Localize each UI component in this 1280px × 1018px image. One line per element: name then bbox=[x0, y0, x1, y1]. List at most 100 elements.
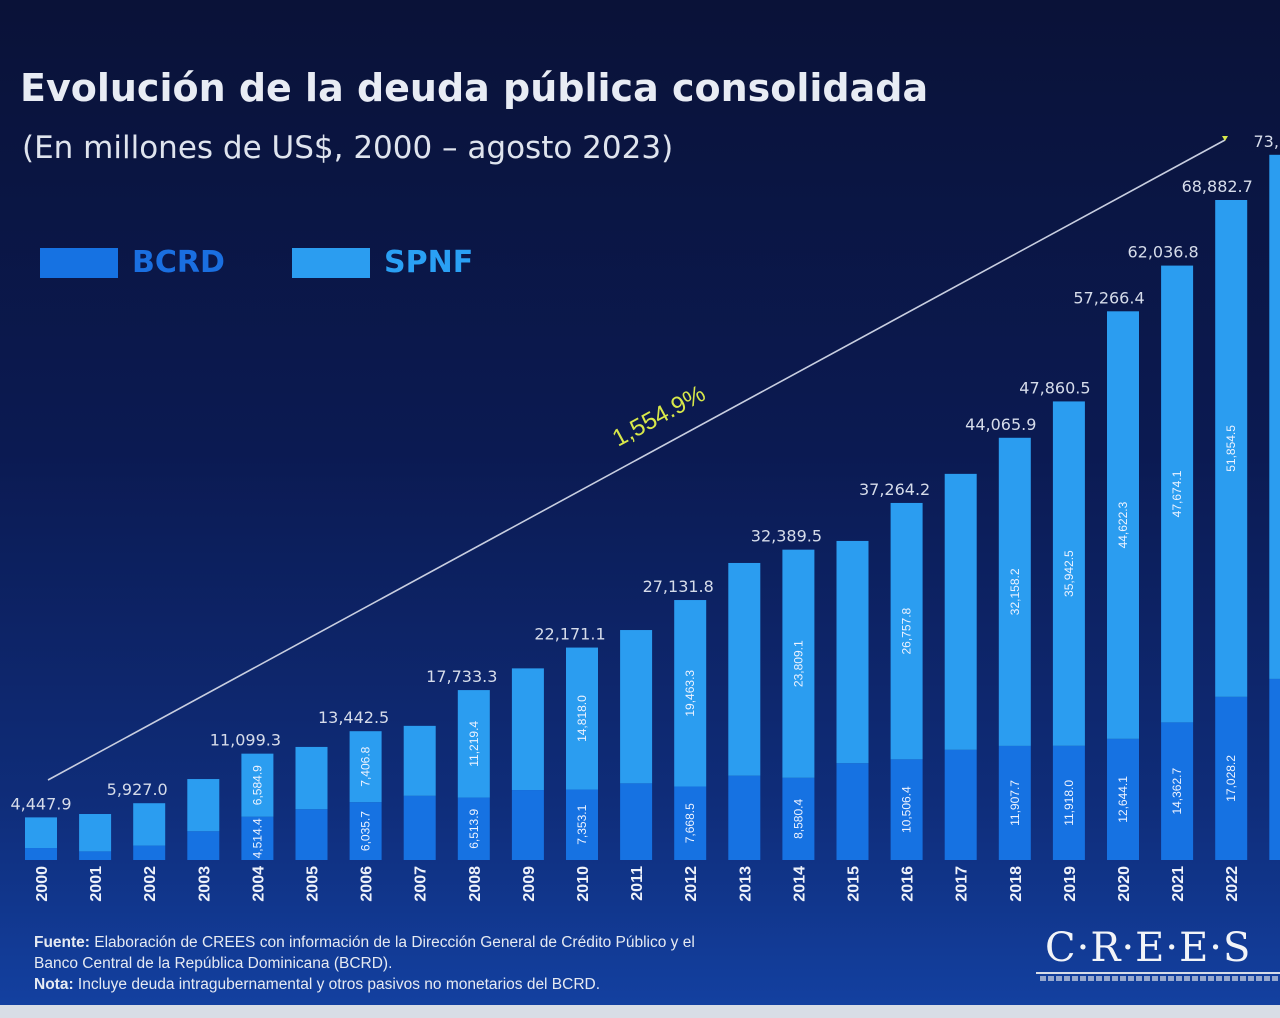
bar-spnf-2016 bbox=[890, 502, 923, 760]
segment-label-bcrd-2019: 11,918.0 bbox=[1062, 780, 1076, 826]
bar-spnf-2012 bbox=[674, 600, 707, 787]
x-tick-2019: 2019 bbox=[1062, 866, 1079, 902]
crees-logo: C·R·E·E·S bbox=[1045, 925, 1252, 971]
bar-bcrd-2008 bbox=[457, 797, 490, 860]
bar-bcrd-2011 bbox=[620, 783, 653, 860]
bar-bcrd-2021 bbox=[1161, 722, 1194, 860]
bar-bcrd-2023 bbox=[1269, 678, 1280, 860]
total-label-2012: 27,131.8 bbox=[643, 577, 714, 596]
bar-bcrd-2015 bbox=[836, 763, 869, 860]
x-tick-2000: 2000 bbox=[34, 866, 51, 902]
segment-label-bcrd-2014: 8,580.4 bbox=[791, 799, 805, 839]
x-tick-2003: 2003 bbox=[196, 866, 213, 902]
bar-spnf-2023 bbox=[1269, 154, 1280, 679]
segment-label-bcrd-2010: 7,353.1 bbox=[575, 804, 589, 844]
total-label-2020: 57,266.4 bbox=[1073, 288, 1144, 307]
x-tick-2009: 2009 bbox=[521, 866, 538, 902]
total-label-2000: 4,447.9 bbox=[10, 794, 71, 813]
x-tick-2014: 2014 bbox=[791, 866, 808, 902]
bar-spnf-2009 bbox=[511, 668, 544, 791]
legend-label-bcrd: BCRD bbox=[132, 245, 225, 280]
bar-bcrd-2009 bbox=[511, 790, 544, 860]
bar-spnf-2010 bbox=[566, 647, 598, 790]
total-label-2016: 37,264.2 bbox=[859, 480, 930, 499]
bar-spnf-2020 bbox=[1107, 311, 1139, 739]
bar-spnf-2014 bbox=[782, 549, 815, 778]
legend-swatch-spnf bbox=[292, 247, 370, 278]
total-label-2022: 68,882.7 bbox=[1182, 177, 1253, 196]
total-label-2006: 13,442.5 bbox=[318, 708, 389, 727]
x-tick-2020: 2020 bbox=[1116, 866, 1133, 902]
source-text: Elaboración de CREES con información de … bbox=[89, 934, 695, 951]
segment-label-spnf-2014: 23,809.1 bbox=[791, 640, 805, 687]
trend-annotation: 1,554.9% bbox=[608, 380, 710, 452]
x-tick-2013: 2013 bbox=[737, 866, 754, 902]
total-label-2014: 32,389.5 bbox=[751, 527, 822, 546]
bar-bcrd-2016 bbox=[890, 759, 923, 860]
bar-bcrd-2019 bbox=[1052, 745, 1085, 860]
legend-label-spnf: SPNF bbox=[384, 245, 474, 280]
bar-bcrd-2022 bbox=[1215, 696, 1248, 860]
segment-label-spnf-2012: 19,463.3 bbox=[683, 670, 697, 717]
segment-label-spnf-2020: 44,622.3 bbox=[1116, 501, 1130, 548]
bar-bcrd-2010 bbox=[566, 789, 598, 860]
x-tick-2021: 2021 bbox=[1170, 866, 1187, 902]
bar-spnf-2011 bbox=[620, 630, 653, 784]
bar-spnf-2015 bbox=[836, 540, 869, 764]
total-label-2019: 47,860.5 bbox=[1019, 378, 1090, 397]
segment-label-bcrd-2016: 10,506.4 bbox=[900, 786, 914, 833]
segment-label-bcrd-2004: 4,514.4 bbox=[250, 818, 264, 858]
segment-label-spnf-2010: 14,818.0 bbox=[575, 695, 589, 742]
x-tick-2023: 2023 bbox=[1278, 866, 1280, 902]
segment-label-spnf-2016: 26,757.8 bbox=[900, 607, 914, 654]
bar-bcrd-2004 bbox=[241, 816, 274, 860]
x-tick-2007: 2007 bbox=[413, 866, 430, 902]
x-tick-2008: 2008 bbox=[467, 866, 484, 902]
bar-spnf-2008 bbox=[457, 690, 490, 798]
total-label-2008: 17,733.3 bbox=[426, 667, 497, 686]
segment-label-spnf-2021: 47,674.1 bbox=[1170, 470, 1184, 517]
bar-bcrd-2005 bbox=[295, 809, 328, 860]
x-tick-2005: 2005 bbox=[305, 866, 322, 902]
legend-swatch-bcrd bbox=[40, 247, 118, 278]
segment-label-bcrd-2018: 11,907.7 bbox=[1008, 780, 1022, 826]
bar-spnf-2007 bbox=[403, 725, 436, 796]
bar-spnf-2005 bbox=[295, 746, 328, 810]
x-tick-2022: 2022 bbox=[1224, 866, 1241, 902]
bar-bcrd-2002 bbox=[133, 845, 166, 860]
trend-line bbox=[47, 139, 1226, 781]
legend-item-bcrd: BCRD bbox=[40, 245, 225, 280]
total-label-2002: 5,927.0 bbox=[107, 780, 168, 799]
note-label: Nota: bbox=[34, 976, 74, 993]
bar-bcrd-2013 bbox=[728, 775, 761, 860]
segment-label-bcrd-2020: 12,644.1 bbox=[1116, 776, 1130, 823]
segment-label-spnf-2018: 32,158.2 bbox=[1008, 568, 1022, 615]
bar-spnf-2017 bbox=[944, 473, 977, 750]
segment-label-spnf-2019: 35,942.5 bbox=[1062, 550, 1076, 597]
x-tick-2012: 2012 bbox=[683, 866, 700, 902]
total-label-2023: 73,6 bbox=[1253, 132, 1280, 151]
total-label-2021: 62,036.8 bbox=[1127, 243, 1198, 262]
segment-label-bcrd-2012: 7,668.5 bbox=[683, 803, 697, 843]
bar-spnf-2018 bbox=[998, 437, 1031, 746]
segment-label-spnf-2004: 6,584.9 bbox=[250, 765, 264, 805]
x-tick-2015: 2015 bbox=[846, 866, 863, 902]
segment-label-spnf-2022: 51,854.5 bbox=[1224, 425, 1238, 472]
x-tick-2004: 2004 bbox=[250, 866, 267, 902]
chart-subtitle: (En millones de US$, 2000 – agosto 2023) bbox=[22, 130, 674, 166]
segment-label-spnf-2008: 11,219.4 bbox=[467, 721, 481, 767]
bar-bcrd-2012 bbox=[674, 786, 707, 860]
segment-label-bcrd-2006: 6,035.7 bbox=[359, 811, 373, 851]
bar-bcrd-2018 bbox=[998, 745, 1031, 860]
note-text: Incluye deuda intragubernamental y otros… bbox=[73, 976, 601, 993]
segment-label-spnf-2006: 7,406.8 bbox=[359, 746, 373, 786]
bar-spnf-2003 bbox=[187, 779, 220, 832]
segment-label-bcrd-2008: 6,513.9 bbox=[467, 808, 481, 848]
trend-end-marker bbox=[1222, 136, 1228, 141]
x-tick-2002: 2002 bbox=[142, 866, 159, 902]
bar-spnf-2019 bbox=[1052, 401, 1085, 746]
bar-spnf-2001 bbox=[79, 814, 112, 852]
bar-spnf-2000 bbox=[25, 817, 57, 849]
